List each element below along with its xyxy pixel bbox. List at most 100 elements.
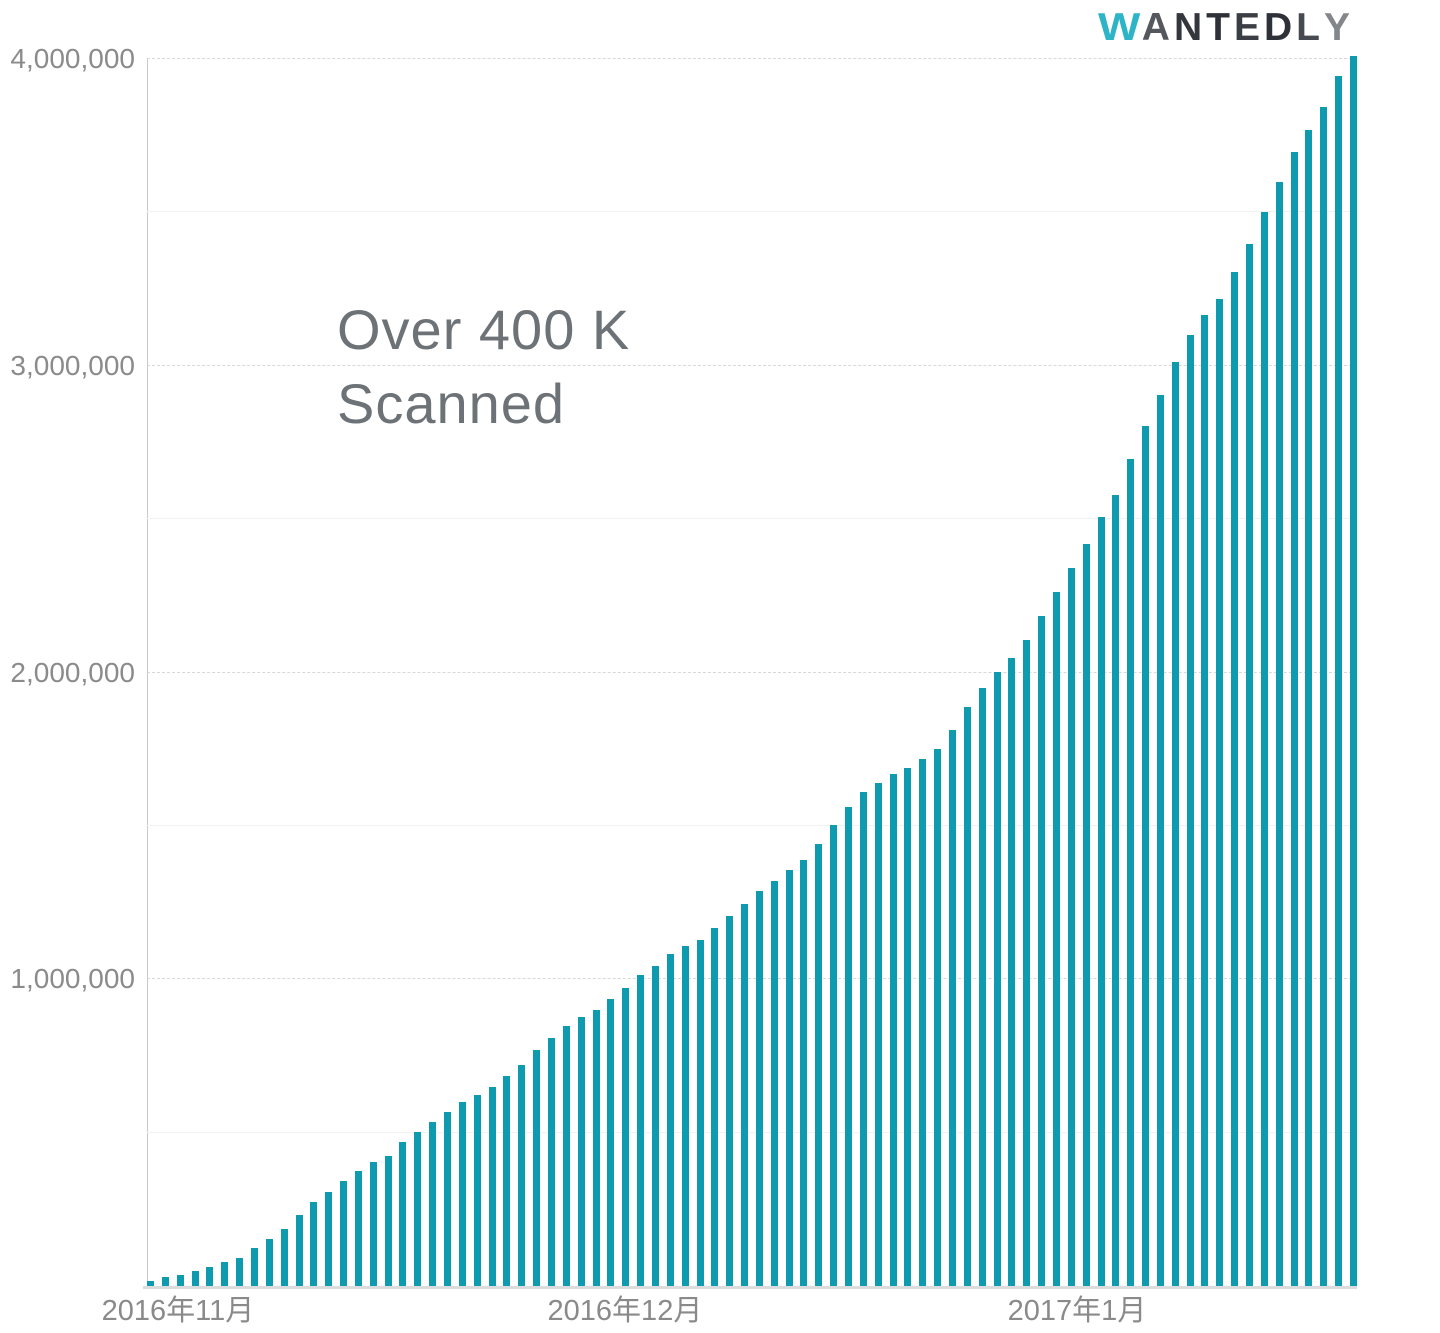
bar xyxy=(473,1094,481,1286)
bar xyxy=(161,1276,169,1286)
gridline-minor xyxy=(147,1131,1357,1133)
bar xyxy=(429,1122,437,1286)
y-tick-label: 3,000,000 xyxy=(10,349,135,381)
bar xyxy=(384,1155,392,1286)
bar xyxy=(1186,335,1194,1286)
bar xyxy=(934,749,942,1286)
bar xyxy=(310,1202,318,1286)
gridline-major xyxy=(147,978,1357,980)
bar xyxy=(414,1132,422,1286)
bar xyxy=(221,1262,229,1286)
bar xyxy=(1260,212,1268,1286)
bar xyxy=(1127,459,1135,1286)
bar xyxy=(949,730,956,1286)
bar xyxy=(503,1075,511,1286)
bar xyxy=(874,782,882,1286)
x-axis-line xyxy=(143,1286,1357,1289)
bar xyxy=(458,1102,466,1286)
bar xyxy=(800,859,808,1286)
bar xyxy=(1216,299,1224,1286)
plot-area xyxy=(143,55,1357,1289)
bar xyxy=(1350,55,1357,1286)
gridline-major xyxy=(147,671,1357,673)
bar xyxy=(206,1266,214,1286)
y-axis-line xyxy=(147,59,148,1288)
y-tick-label: 2,000,000 xyxy=(10,656,135,688)
bar xyxy=(518,1064,526,1286)
bar xyxy=(1008,658,1016,1286)
bar xyxy=(147,1281,154,1286)
bar xyxy=(236,1258,244,1286)
bar xyxy=(919,758,927,1286)
gridline-minor xyxy=(147,518,1357,520)
gridline-major xyxy=(147,58,1357,59)
bar xyxy=(993,672,1001,1286)
logo-letter: L xyxy=(1296,6,1324,49)
bar xyxy=(1082,543,1090,1286)
bar xyxy=(1201,314,1209,1286)
bar xyxy=(265,1238,273,1286)
logo-letter: A xyxy=(1141,6,1174,49)
bar xyxy=(577,1016,585,1286)
logo-letter: D xyxy=(1263,6,1297,49)
gridline-minor xyxy=(147,824,1357,826)
bar xyxy=(726,915,734,1286)
logo-letter: T xyxy=(1206,6,1234,49)
bar xyxy=(845,807,853,1286)
bar xyxy=(1112,494,1120,1286)
bar xyxy=(1023,640,1031,1286)
bar xyxy=(770,880,778,1286)
x-axis-labels: 2016年11月 2016年12月 2017年1月 xyxy=(102,1295,1357,1331)
bar xyxy=(1275,182,1283,1286)
bar xyxy=(666,954,674,1286)
bar xyxy=(889,773,897,1286)
bar xyxy=(176,1275,184,1286)
bar xyxy=(340,1180,348,1286)
bar xyxy=(637,975,645,1286)
bar xyxy=(488,1087,496,1286)
annotation-line1: Over 400 K xyxy=(337,298,631,361)
bar xyxy=(785,870,793,1286)
bar xyxy=(1305,129,1313,1286)
y-tick-label: 4,000,000 xyxy=(10,43,135,74)
bar xyxy=(562,1026,570,1286)
bar xyxy=(1246,243,1254,1286)
bar xyxy=(904,767,912,1286)
bar xyxy=(1320,106,1328,1286)
bar xyxy=(399,1142,407,1286)
logo-letter: E xyxy=(1233,6,1264,49)
bar xyxy=(1038,616,1046,1286)
bar xyxy=(963,707,971,1286)
logo-letter: W xyxy=(1097,6,1145,49)
gridline-major xyxy=(147,364,1357,366)
bar xyxy=(548,1037,555,1286)
y-axis-labels: 1,000,000 2,000,000 3,000,000 4,000,000 xyxy=(0,45,135,1286)
logo-letter: Y xyxy=(1323,6,1354,49)
bar xyxy=(830,824,838,1286)
bar xyxy=(607,998,615,1286)
bar xyxy=(592,1009,600,1286)
bar xyxy=(369,1162,377,1286)
bar xyxy=(280,1228,288,1286)
bar xyxy=(711,928,719,1286)
bar xyxy=(815,843,823,1286)
bar xyxy=(1067,568,1075,1286)
bar xyxy=(1142,425,1150,1286)
bar xyxy=(1231,271,1239,1286)
bar xyxy=(191,1271,199,1286)
bar xyxy=(1171,361,1179,1286)
x-tick-label: 2017年1月 xyxy=(1007,1295,1147,1327)
wantedly-logo: WANTEDLY xyxy=(1097,6,1354,50)
bar xyxy=(859,792,867,1286)
gridline-minor xyxy=(147,211,1357,213)
bar xyxy=(444,1112,452,1286)
bar xyxy=(1052,592,1060,1286)
bar xyxy=(250,1248,258,1286)
bar xyxy=(325,1191,333,1286)
bar xyxy=(978,687,986,1286)
bar xyxy=(533,1050,541,1286)
bar xyxy=(1290,151,1298,1286)
bar xyxy=(354,1171,362,1286)
chart-annotation: Over 400 K Scanned xyxy=(337,293,630,441)
logo-letter: N xyxy=(1173,6,1207,49)
